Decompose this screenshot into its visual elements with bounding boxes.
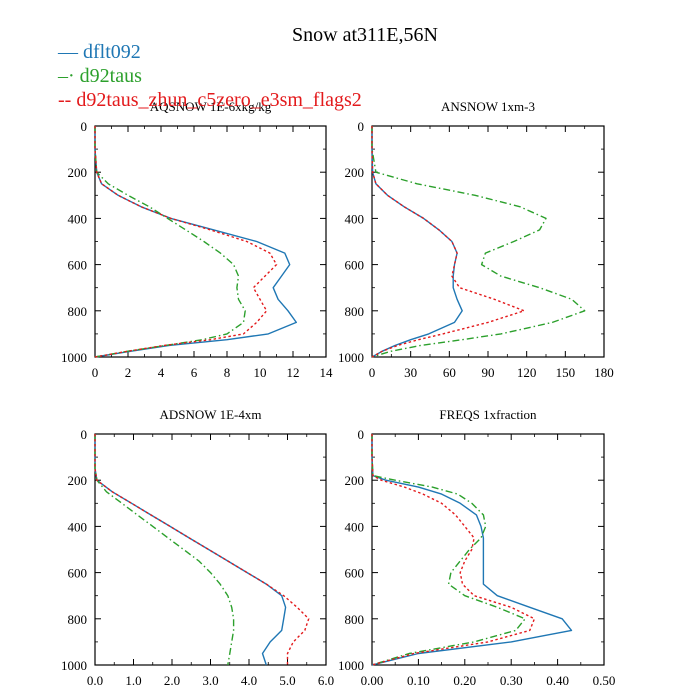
y-tick-label: 800 [345,304,365,319]
x-tick-label: 0.10 [407,673,430,688]
legend-swatch: -- [58,89,77,111]
y-tick-label: 200 [345,473,365,488]
y-tick-label: 200 [68,165,88,180]
x-tick-label: 14 [320,365,334,380]
y-tick-label: 400 [68,519,88,534]
series-line-dflt092 [371,126,463,358]
series-line-d92taus [94,434,235,666]
y-tick-label: 200 [68,473,88,488]
x-tick-label: 60 [443,365,456,380]
x-tick-label: 2.0 [164,673,180,688]
series-line-d92taus-zhun-c5zero-e3sm-flags2 [94,126,278,358]
legend-swatch: –· [58,65,80,87]
x-tick-label: 4.0 [241,673,257,688]
panel-title: AQSNOW 1E-6xkg/kg [150,99,272,114]
x-tick-label: 0 [92,365,99,380]
y-tick-label: 0 [358,119,365,134]
figure-title: Snow at311E,56N [292,24,438,46]
series-line-d92taus [371,126,586,358]
legend-item-dflt092: — dflt092 [58,41,141,64]
panel-title: FREQS 1xfraction [439,407,537,422]
x-tick-label: 0.40 [546,673,569,688]
legend-label-d92taus-zhun: d92taus_zhun_c5zero_e3sm_flags2 [76,89,362,111]
y-tick-label: 600 [68,566,88,581]
chart-panel-2: ANSNOW 1xm-3 0 200 400 600 800 1000 0 30 60 90 120 1… [338,99,614,380]
x-tick-label: 4 [158,365,165,380]
x-tick-label: 30 [404,365,417,380]
x-tick-label: 2 [125,365,132,380]
legend-item-d92taus: –· d92taus [58,65,142,88]
y-tick-label: 800 [68,304,88,319]
panel-title: ANSNOW 1xm-3 [441,99,535,114]
y-tick-label: 200 [345,165,365,180]
x-tick-label: 180 [594,365,614,380]
x-tick-label: 0.00 [361,673,384,688]
y-tick-label: 400 [345,211,365,226]
y-tick-label: 400 [68,211,88,226]
x-tick-label: 5.0 [279,673,295,688]
y-tick-label: 0 [81,427,88,442]
series-line-d92taus-zhun-c5zero-e3sm-flags2 [94,434,310,665]
x-tick-label: 8 [224,365,231,380]
series-line-d92taus-zhun-c5zero-e3sm-flags2 [371,126,525,358]
x-tick-label: 3.0 [202,673,218,688]
legend-label-dflt092: dflt092 [83,41,141,63]
x-tick-label: 12 [287,365,300,380]
x-tick-label: 0.0 [87,673,103,688]
y-tick-label: 1000 [61,658,87,673]
y-tick-label: 1000 [338,658,364,673]
series-line-d92taus-zhun-c5zero-e3sm-flags2 [371,434,536,666]
y-tick-label: 600 [345,566,365,581]
y-tick-label: 600 [68,258,88,273]
series-line-dflt092 [94,434,287,666]
series-line-dflt092 [371,434,573,666]
legend-swatch: — [58,41,83,63]
y-tick-label: 800 [345,612,365,627]
x-tick-label: 10 [254,365,267,380]
legend-item-d92taus-zhun: -- d92taus_zhun_c5zero_e3sm_flags2 [58,89,362,112]
series-line-d92taus [371,434,526,666]
x-tick-label: 150 [556,365,576,380]
y-tick-label: 800 [68,612,88,627]
x-tick-label: 6 [191,365,198,380]
series-line-d92taus [94,126,246,358]
y-tick-label: 1000 [61,350,87,365]
x-tick-label: 0.30 [500,673,523,688]
y-tick-label: 0 [358,427,365,442]
legend-label-d92taus: d92taus [79,65,142,87]
y-tick-label: 600 [345,258,365,273]
plot-frame [94,125,327,358]
y-tick-label: 1000 [338,350,364,365]
panel-title: ADSNOW 1E-4xm [160,407,262,422]
plot-frame [94,433,327,666]
x-tick-label: 120 [517,365,537,380]
y-tick-label: 400 [345,519,365,534]
x-tick-label: 0.50 [593,673,616,688]
x-tick-label: 90 [482,365,495,380]
x-tick-label: 1.0 [125,673,141,688]
x-tick-label: 0.20 [453,673,476,688]
x-tick-label: 0 [369,365,376,380]
series-line-dflt092 [94,126,297,358]
x-tick-label: 6.0 [318,673,334,688]
y-tick-label: 0 [81,119,88,134]
chart-panel-1: AQSNOW 1E-6xkg/kg 0 200 400 600 800 1000 0 2 4 6 8 1… [61,99,333,380]
